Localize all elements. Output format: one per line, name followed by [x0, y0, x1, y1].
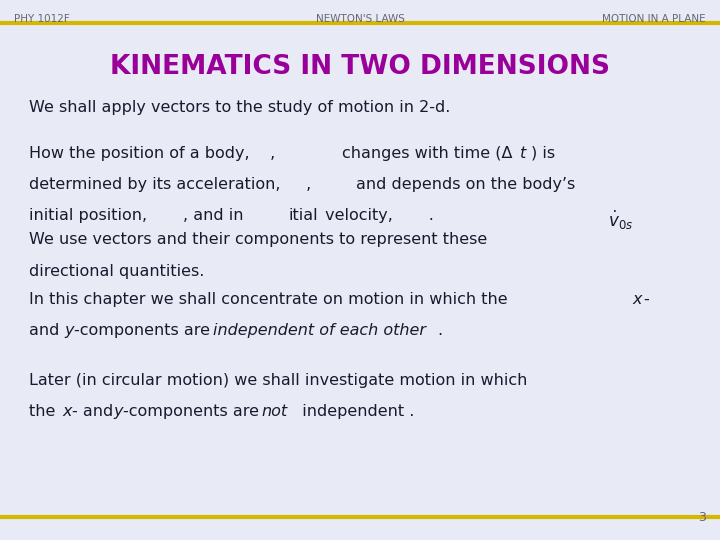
Text: We shall apply vectors to the study of motion in 2-d.: We shall apply vectors to the study of m… — [29, 100, 450, 115]
Text: ) is: ) is — [531, 146, 555, 161]
Text: MOTION IN A PLANE: MOTION IN A PLANE — [602, 14, 706, 24]
Text: In this chapter we shall concentrate on motion in which the: In this chapter we shall concentrate on … — [29, 292, 513, 307]
Text: independent of each other: independent of each other — [213, 323, 426, 338]
Text: KINEMATICS IN TWO DIMENSIONS: KINEMATICS IN TWO DIMENSIONS — [110, 54, 610, 80]
Text: PHY 1012F: PHY 1012F — [14, 14, 70, 24]
Text: We use vectors and their components to represent these: We use vectors and their components to r… — [29, 232, 487, 247]
Text: and: and — [29, 323, 64, 338]
Text: initial position,       , and in: initial position, , and in — [29, 208, 243, 224]
Text: - and: - and — [72, 404, 118, 419]
Text: changes with time (Δ: changes with time (Δ — [342, 146, 513, 161]
Text: x: x — [632, 292, 642, 307]
Text: determined by its acceleration,     ,: determined by its acceleration, , — [29, 177, 316, 192]
Text: independent .: independent . — [292, 404, 414, 419]
Text: and depends on the body’s: and depends on the body’s — [356, 177, 576, 192]
Text: Later (in circular motion) we shall investigate motion in which: Later (in circular motion) we shall inve… — [29, 373, 527, 388]
Text: .: . — [437, 323, 442, 338]
Text: x: x — [63, 404, 72, 419]
Text: the: the — [29, 404, 60, 419]
Text: -: - — [643, 292, 649, 307]
Text: How the position of a body,    ,: How the position of a body, , — [29, 146, 280, 161]
Text: itial: itial — [288, 208, 318, 224]
Text: y: y — [113, 404, 122, 419]
Text: velocity,       .: velocity, . — [320, 208, 434, 224]
Text: $\dot{v}_{0s}$: $\dot{v}_{0s}$ — [608, 208, 634, 232]
Text: not: not — [261, 404, 287, 419]
Text: t: t — [520, 146, 526, 161]
Text: -components are: -components are — [123, 404, 264, 419]
Text: NEWTON'S LAWS: NEWTON'S LAWS — [315, 14, 405, 24]
Text: y: y — [64, 323, 73, 338]
Text: directional quantities.: directional quantities. — [29, 264, 204, 279]
Text: 3: 3 — [698, 511, 706, 524]
Text: -components are: -components are — [74, 323, 215, 338]
